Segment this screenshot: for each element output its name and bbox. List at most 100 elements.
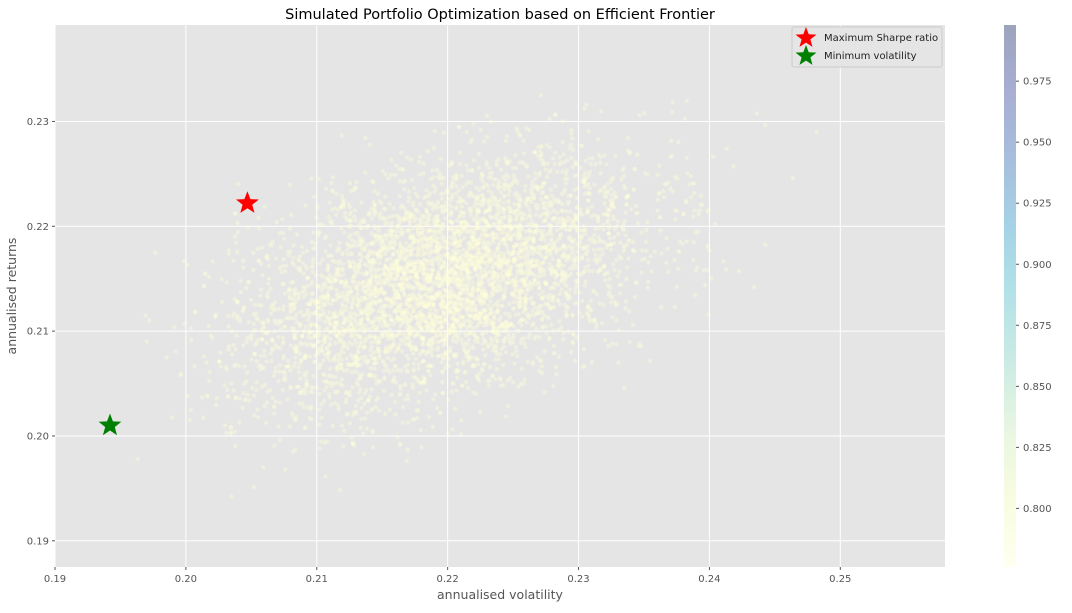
scatter-point: [213, 314, 217, 318]
scatter-point: [450, 180, 454, 184]
scatter-point: [339, 205, 343, 209]
scatter-point: [440, 369, 444, 373]
scatter-point: [624, 299, 628, 303]
scatter-point: [246, 280, 250, 284]
scatter-point: [375, 381, 379, 385]
scatter-point: [374, 238, 378, 242]
scatter-point: [575, 335, 579, 339]
plot-area: [55, 25, 945, 567]
scatter-point: [193, 310, 197, 314]
scatter-point: [592, 233, 596, 237]
scatter-point: [467, 306, 471, 310]
scatter-point: [473, 334, 477, 338]
scatter-point: [518, 223, 522, 227]
scatter-point: [349, 251, 353, 255]
scatter-point: [387, 314, 391, 318]
scatter-point: [276, 424, 280, 428]
scatter-point: [316, 314, 320, 318]
scatter-point: [304, 325, 308, 329]
scatter-point: [619, 283, 623, 287]
scatter-point: [479, 311, 483, 315]
scatter-point: [523, 189, 527, 193]
scatter-point: [488, 307, 492, 311]
scatter-point: [554, 250, 558, 254]
scatter-point: [483, 339, 487, 343]
scatter-point: [260, 273, 264, 277]
scatter-point: [322, 303, 326, 307]
scatter-point: [457, 274, 461, 278]
scatter-point: [327, 392, 331, 396]
scatter-point: [548, 307, 552, 311]
scatter-point: [387, 323, 391, 327]
scatter-point: [294, 312, 298, 316]
scatter-point: [459, 321, 463, 325]
scatter-point: [234, 396, 238, 400]
scatter-point: [456, 362, 460, 366]
scatter-point: [370, 231, 374, 235]
scatter-point: [382, 369, 386, 373]
scatter-point: [791, 176, 795, 180]
scatter-point: [259, 303, 263, 307]
scatter-point: [348, 212, 352, 216]
scatter-point: [371, 445, 375, 449]
scatter-point: [280, 217, 284, 221]
scatter-point: [573, 162, 577, 166]
scatter-point: [646, 286, 650, 290]
scatter-point: [279, 270, 283, 274]
scatter-point: [622, 386, 626, 390]
scatter-point: [457, 256, 461, 260]
scatter-point: [560, 209, 564, 213]
scatter-point: [555, 228, 559, 232]
scatter-point: [504, 414, 508, 418]
scatter-point: [254, 388, 258, 392]
scatter-point: [597, 258, 601, 262]
scatter-point: [404, 241, 408, 245]
scatter-point: [394, 164, 398, 168]
scatter-point: [428, 191, 432, 195]
scatter-point: [241, 343, 245, 347]
scatter-point: [583, 159, 587, 163]
scatter-point: [250, 386, 254, 390]
scatter-point: [406, 323, 410, 327]
scatter-point: [354, 409, 358, 413]
scatter-point: [359, 396, 363, 400]
scatter-point: [444, 240, 448, 244]
scatter-point: [373, 226, 377, 230]
scatter-point: [476, 322, 480, 326]
scatter-point: [289, 343, 293, 347]
scatter-point: [548, 293, 552, 297]
scatter-point: [519, 319, 523, 323]
scatter-point: [353, 208, 357, 212]
scatter-point: [427, 223, 431, 227]
scatter-point: [608, 285, 612, 289]
scatter-point: [312, 195, 316, 199]
scatter-point: [438, 411, 442, 415]
scatter-point: [326, 320, 330, 324]
scatter-point: [322, 379, 326, 383]
scatter-point: [207, 275, 211, 279]
scatter-point: [403, 382, 407, 386]
scatter-point: [497, 254, 501, 258]
scatter-point: [614, 258, 618, 262]
scatter-point: [439, 334, 443, 338]
scatter-point: [274, 256, 278, 260]
scatter-point: [342, 317, 346, 321]
scatter-point: [626, 136, 630, 140]
scatter-point: [187, 418, 191, 422]
scatter-point: [673, 305, 677, 309]
scatter-point: [578, 237, 582, 241]
scatter-point: [373, 328, 377, 332]
scatter-point: [506, 200, 510, 204]
scatter-point: [581, 224, 585, 228]
scatter-point: [609, 248, 613, 252]
scatter-point: [455, 225, 459, 229]
scatter-point: [666, 180, 670, 184]
scatter-point: [332, 356, 336, 360]
scatter-point: [189, 338, 193, 342]
scatter-point: [439, 360, 443, 364]
scatter-point: [388, 241, 392, 245]
scatter-point: [488, 299, 492, 303]
scatter-point: [263, 205, 267, 209]
scatter-point: [480, 291, 484, 295]
scatter-point: [350, 331, 354, 335]
